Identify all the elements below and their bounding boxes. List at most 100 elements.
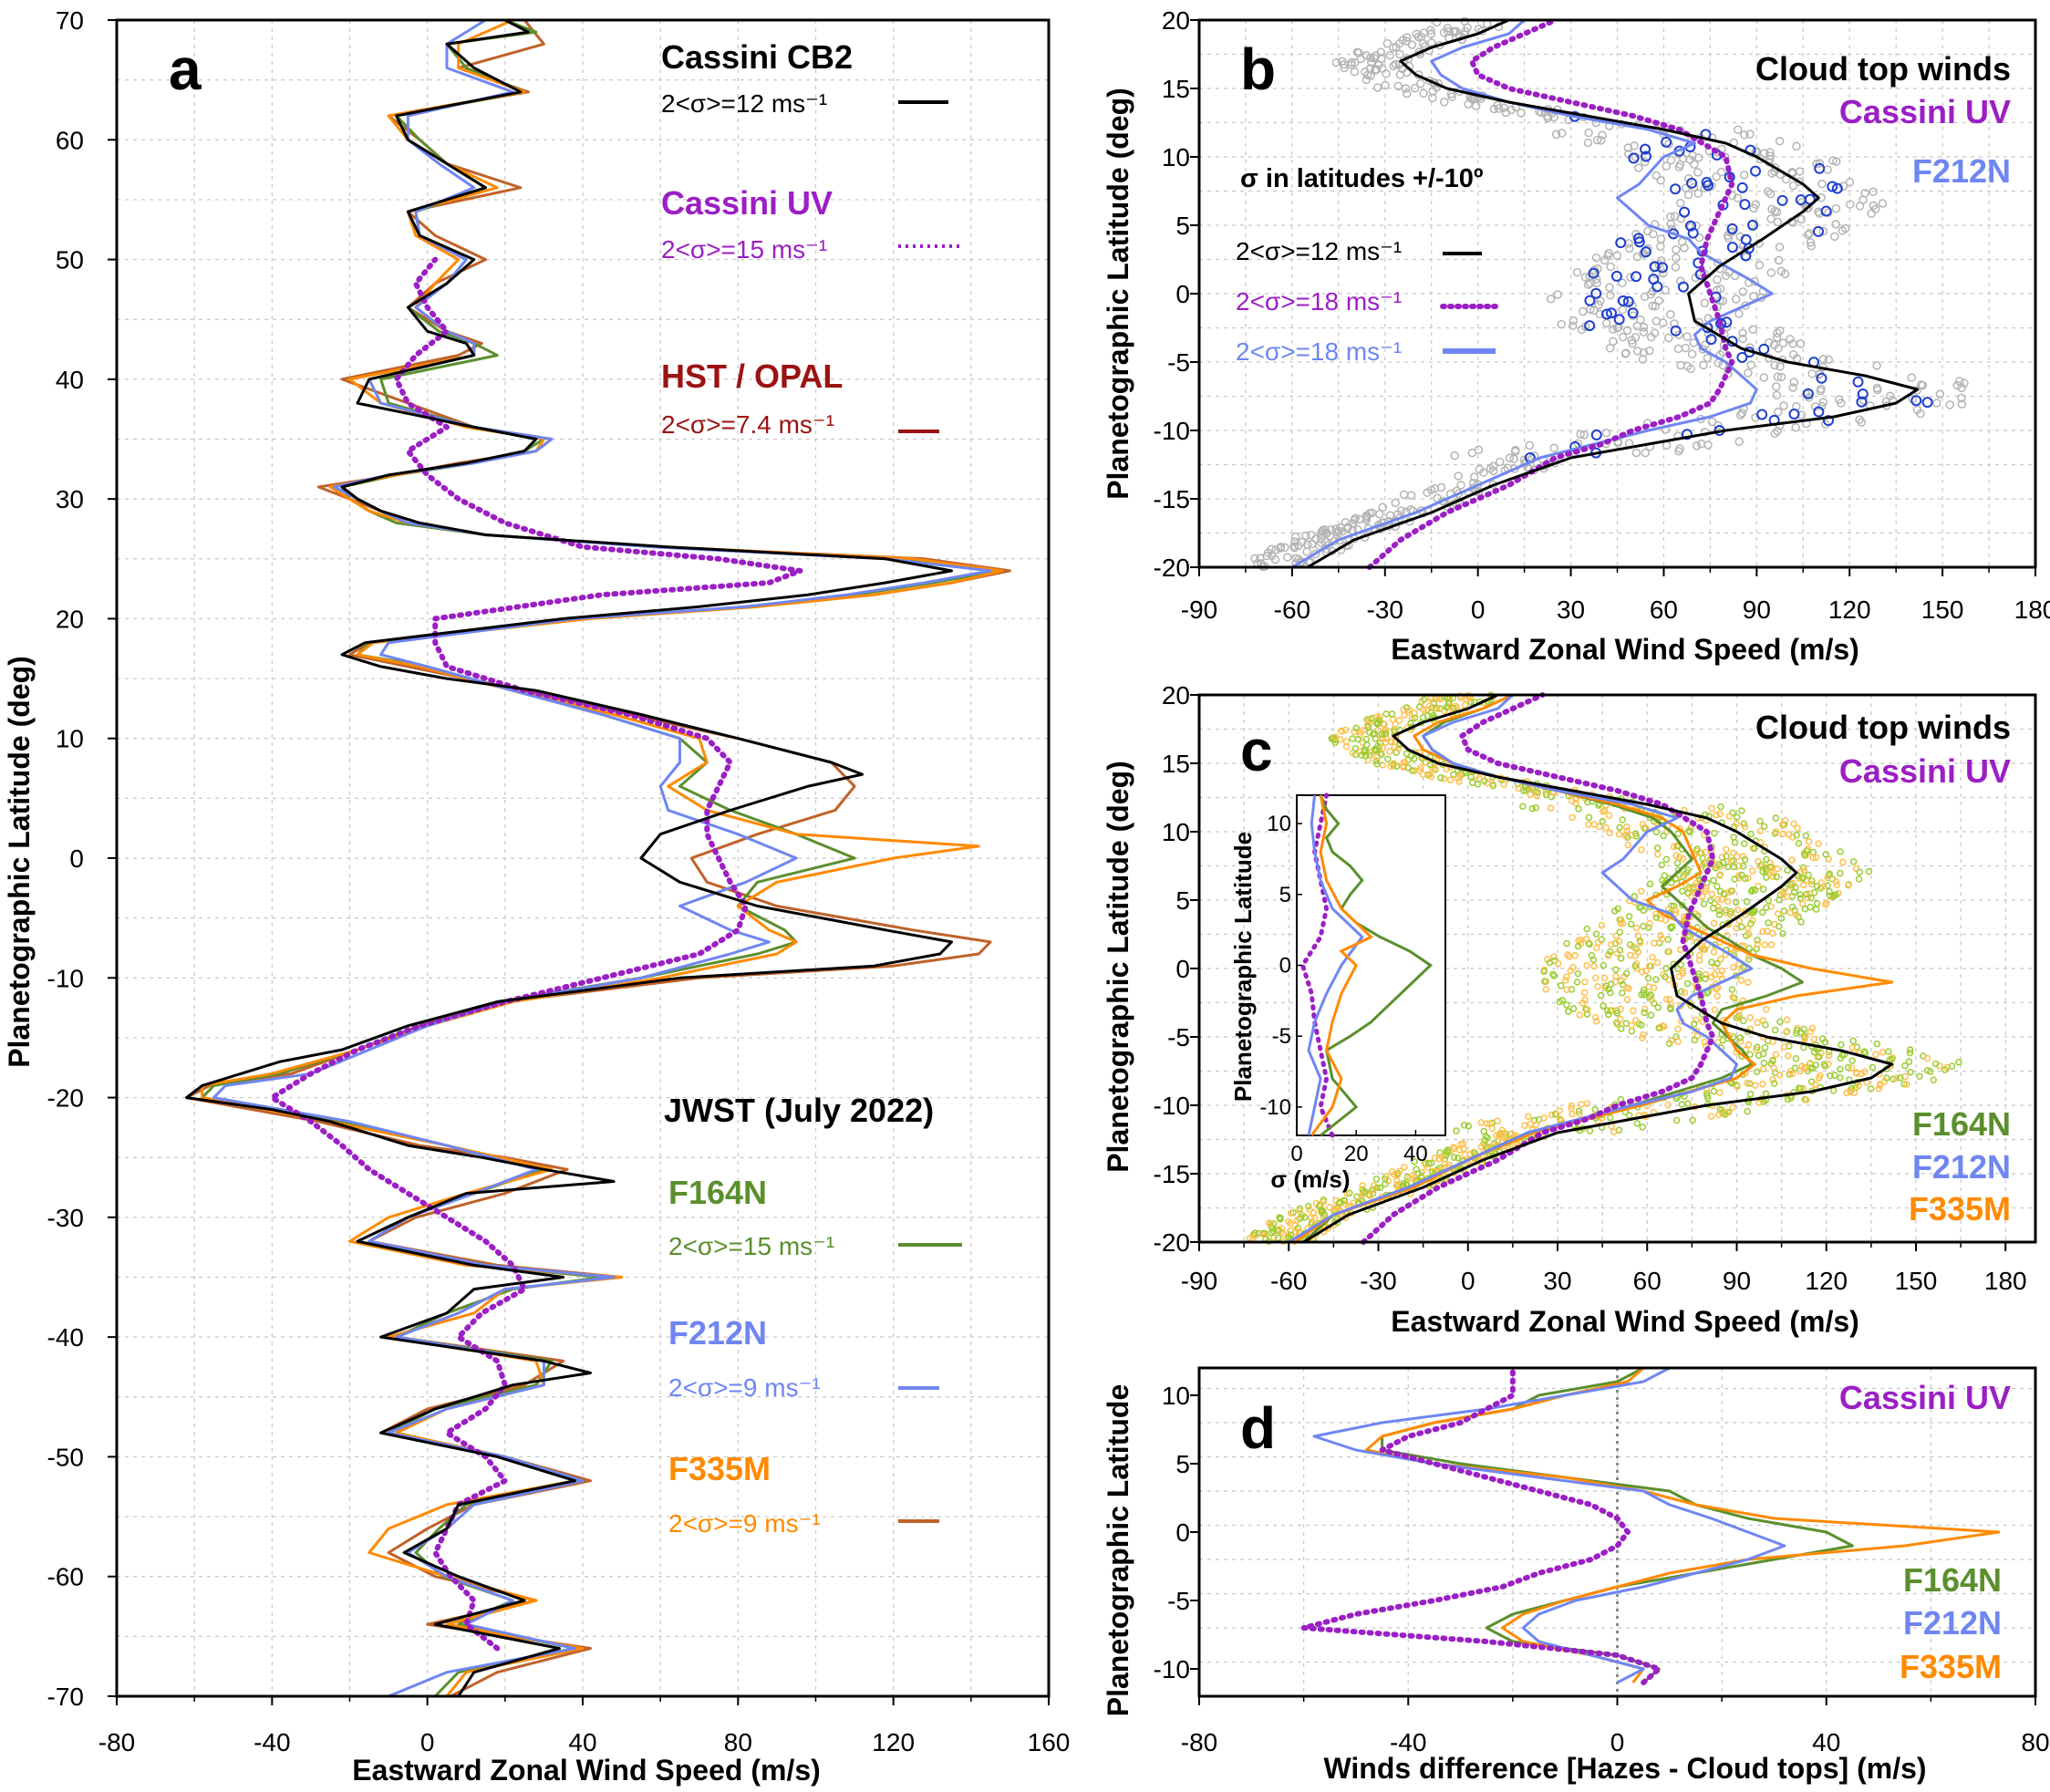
scatter-point: [1745, 129, 1755, 139]
scatter-point: [1807, 369, 1817, 378]
scatter-point: [1729, 993, 1736, 1001]
scatter-point: [1773, 372, 1783, 381]
scatter-point: [1372, 65, 1381, 74]
f212n-measure-point: [1750, 165, 1762, 177]
scatter-point: [1494, 104, 1504, 113]
x-tick-label: -90: [1181, 596, 1217, 624]
scatter-point: [1957, 393, 1966, 403]
scatter-point: [1831, 220, 1840, 229]
legend-hst-title: HST / OPAL: [661, 357, 843, 395]
scatter-point: [1700, 298, 1710, 308]
scatter-point: [1818, 226, 1827, 236]
scatter-point: [1739, 171, 1749, 180]
scatter-point: [1806, 1060, 1814, 1068]
scatter-point: [1578, 1101, 1585, 1108]
scatter-point: [1594, 300, 1603, 310]
y-tick-label: 5: [1175, 212, 1190, 240]
scatter-point: [1541, 978, 1548, 985]
scatter-point: [1290, 532, 1300, 542]
scatter-point: [1808, 877, 1816, 885]
scatter-point: [1637, 938, 1644, 947]
scatter-point: [1622, 1020, 1631, 1027]
scatter-point: [1546, 295, 1556, 304]
scatter-point: [1455, 1146, 1464, 1154]
scatter-point: [1607, 1114, 1614, 1122]
scatter-point: [1632, 321, 1642, 331]
scatter-point: [1419, 88, 1428, 98]
scatter-point: [1402, 36, 1412, 46]
scatter-point: [1708, 890, 1716, 898]
scatter-point: [1703, 440, 1713, 450]
scatter-point: [1699, 893, 1706, 900]
scatter-point: [1941, 1066, 1949, 1073]
scatter-point: [1760, 149, 1769, 158]
scatter-point: [1716, 810, 1724, 818]
scatter-point: [1555, 959, 1562, 968]
scatter-point: [1612, 251, 1622, 261]
scatter-point: [1754, 1019, 1761, 1027]
scatter-point: [1623, 823, 1631, 831]
scatter-point: [1550, 953, 1558, 960]
x-tick-label: -80: [98, 1728, 135, 1756]
series-f212n-line: [212, 18, 992, 1698]
scatter-point: [1605, 283, 1614, 292]
scatter-point: [1860, 1048, 1869, 1055]
scatter-point: [1815, 159, 1825, 168]
scatter-point: [1471, 101, 1481, 110]
scatter-point: [1847, 1088, 1855, 1096]
scatter-point: [1580, 273, 1590, 282]
scatter-point: [1310, 549, 1320, 559]
f212n-measure-point: [1605, 307, 1617, 319]
scatter-point: [1331, 57, 1341, 67]
scatter-point: [1881, 1077, 1889, 1085]
scatter-point: [1849, 1037, 1857, 1045]
scatter-point: [1556, 1115, 1564, 1123]
scatter-point: [1867, 1085, 1875, 1093]
scatter-point: [1666, 310, 1675, 319]
scatter-point: [1927, 1068, 1934, 1075]
scatter-point: [1385, 511, 1395, 520]
f212n-measure-point: [1682, 429, 1693, 440]
scatter-point: [1649, 954, 1656, 961]
scatter-point: [1845, 177, 1855, 187]
scatter-point: [1385, 50, 1394, 60]
scatter-point: [1489, 782, 1497, 790]
scatter-point: [1474, 781, 1482, 788]
scatter-point: [1737, 409, 1747, 418]
scatter-point: [1676, 198, 1685, 208]
scatter-point: [1375, 509, 1384, 519]
scatter-point: [1590, 962, 1598, 970]
y-tick-label: -5: [1167, 348, 1190, 377]
scatter-point: [1287, 1231, 1295, 1238]
scatter-point: [1302, 547, 1311, 556]
scatter-point: [1346, 1189, 1353, 1197]
scatter-point: [1837, 399, 1846, 408]
scatter-point: [1740, 964, 1747, 971]
scatter-point: [1376, 1184, 1384, 1192]
scatter-point: [1563, 939, 1570, 948]
scatter-point: [1268, 1228, 1276, 1237]
y-tick-label: -5: [1167, 1023, 1190, 1051]
scatter-point: [1714, 992, 1721, 1000]
scatter-point: [1453, 1127, 1460, 1134]
scatter-point: [1298, 1213, 1305, 1221]
scatter-point: [1440, 98, 1449, 107]
scatter-point: [1395, 717, 1403, 724]
scatter-point: [1317, 1206, 1325, 1213]
scatter-point: [1441, 1160, 1448, 1168]
scatter-point: [1702, 848, 1710, 856]
scatter-point: [1783, 1028, 1790, 1036]
x-tick-label: 60: [1650, 596, 1678, 624]
scatter-point: [1738, 287, 1748, 296]
scatter-point: [1745, 1041, 1753, 1049]
scatter-point: [1764, 187, 1773, 196]
scatter-point: [1641, 1005, 1649, 1013]
scatter-point: [1426, 485, 1436, 495]
f212n-measure-point: [1617, 295, 1629, 306]
scatter-point: [1879, 1049, 1887, 1056]
scatter-point: [1823, 165, 1832, 174]
scatter-point: [1617, 1005, 1624, 1013]
scatter-point: [1878, 199, 1888, 208]
scatter-point: [1402, 88, 1412, 98]
scatter-point: [1807, 895, 1815, 902]
